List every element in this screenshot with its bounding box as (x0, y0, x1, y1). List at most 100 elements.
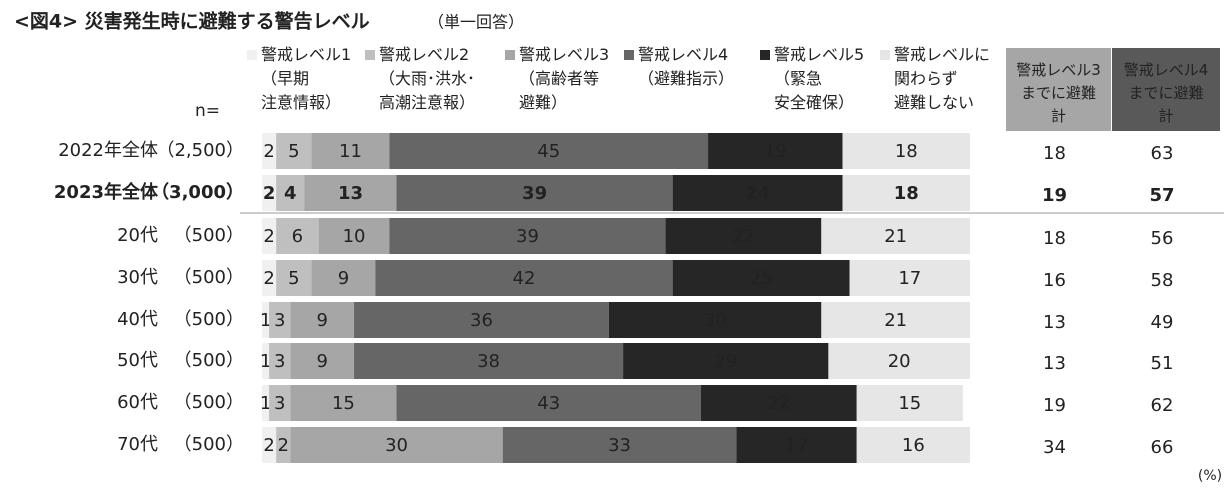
total-value: 19 (1043, 395, 1066, 416)
category-label: 2023年全体 (54, 181, 159, 203)
category-label: 50代 (117, 350, 158, 371)
chart-title: <図4> 災害発生時に避難する警告レベル (14, 10, 370, 33)
value-label: 17 (785, 435, 808, 456)
value-label: 2 (278, 435, 289, 456)
sample-size: （500） (174, 225, 244, 246)
sample-size: （500） (174, 267, 244, 288)
value-label: 9 (316, 351, 327, 372)
value-label: 15 (332, 393, 355, 414)
total-value: 51 (1151, 353, 1174, 374)
bar-segment (375, 260, 673, 296)
legend-swatch (880, 50, 890, 60)
sample-size: （500） (174, 392, 244, 413)
sample-size: （500） (174, 350, 244, 371)
value-label: 9 (338, 268, 349, 289)
value-label: 5 (288, 268, 299, 289)
bar-segment (821, 218, 970, 254)
value-label: 1 (260, 310, 271, 331)
value-label: 3 (274, 351, 285, 372)
bar-segment (389, 218, 666, 254)
value-label: 3 (274, 393, 285, 414)
value-label: 38 (477, 351, 500, 372)
bar-segment (623, 343, 829, 379)
category-label: 40代 (117, 309, 158, 330)
total-value: 16 (1043, 270, 1066, 291)
legend-label: 警戒レベル2 （大雨･洪水･高潮注意報） (379, 45, 475, 112)
value-label: 30 (385, 435, 408, 456)
legend-label: 警戒レベル3 （高齢者等避難） (519, 45, 609, 112)
bar-segment (276, 427, 291, 463)
totals-header-box (1112, 48, 1220, 131)
value-label: 22 (732, 226, 755, 247)
value-label: 2 (263, 183, 276, 204)
total-value: 66 (1151, 437, 1174, 458)
bar-segment (856, 427, 970, 463)
sample-size: （500） (174, 434, 244, 455)
value-label: 39 (522, 183, 547, 204)
bar-segment (269, 385, 291, 421)
value-label: 3 (274, 310, 285, 331)
bar-segment (311, 133, 390, 169)
total-value: 18 (1043, 228, 1066, 249)
value-label: 1 (260, 393, 271, 414)
bar-segment (262, 218, 277, 254)
legend-swatch (505, 50, 515, 60)
category-label: 20代 (117, 225, 158, 246)
bar-segment (708, 133, 843, 169)
bar-segment (290, 427, 503, 463)
sample-size: （3,000） (151, 182, 244, 203)
totals-header-box (1006, 48, 1111, 131)
value-label: 16 (902, 435, 925, 456)
bar-segment (290, 385, 397, 421)
bar-segment (821, 302, 970, 338)
value-label: 11 (339, 141, 362, 162)
value-label: 2 (263, 268, 274, 289)
value-label: 10 (343, 226, 366, 247)
category-label: 70代 (117, 434, 158, 455)
bar-segment (290, 343, 355, 379)
value-label: 25 (750, 268, 773, 289)
bar-segment (276, 133, 312, 169)
total-value: 58 (1151, 270, 1174, 291)
value-label: 29 (714, 351, 737, 372)
bar-segment (304, 175, 397, 211)
bar-segment (276, 218, 319, 254)
value-label: 6 (292, 226, 303, 247)
value-label: 20 (888, 351, 911, 372)
legend-label: 警戒レベル1 （早期注意情報） (261, 45, 351, 112)
bar-segment (672, 175, 843, 211)
bar-segment (849, 260, 970, 296)
total-value: 13 (1043, 353, 1066, 374)
value-label: 39 (516, 226, 539, 247)
value-label: 15 (898, 393, 921, 414)
legend-swatch (247, 50, 257, 60)
bar-segment (842, 133, 970, 169)
value-label: 30 (704, 310, 727, 331)
totals-header: 警戒レベル3 までに避難計 (1016, 61, 1101, 125)
bar-segment (856, 385, 963, 421)
bar-segment (269, 302, 291, 338)
value-label: 45 (537, 141, 560, 162)
value-label: 18 (894, 183, 919, 204)
bar-segment (828, 343, 970, 379)
value-label: 2 (263, 435, 274, 456)
value-label: 1 (260, 351, 271, 372)
totals-header: 警戒レベル4 までに避難計 (1124, 61, 1209, 125)
legend-label: 警戒レベルに関わらず避難しない (894, 45, 990, 112)
total-value: 13 (1043, 312, 1066, 333)
value-label: 22 (767, 393, 790, 414)
bar-segment (736, 427, 857, 463)
value-label: 43 (537, 393, 560, 414)
bar-segment (672, 260, 850, 296)
total-value: 56 (1151, 228, 1174, 249)
bar-segment (389, 133, 709, 169)
total-value: 57 (1149, 185, 1174, 206)
value-label: 4 (284, 183, 297, 204)
value-label: 33 (608, 435, 631, 456)
total-value: 19 (1042, 185, 1067, 206)
bar-segment (502, 427, 737, 463)
bar-segment (276, 260, 312, 296)
legend-swatch (760, 50, 770, 60)
legend-label: 警戒レベル4 （避難指示） (638, 45, 734, 88)
value-label: 24 (745, 183, 770, 204)
